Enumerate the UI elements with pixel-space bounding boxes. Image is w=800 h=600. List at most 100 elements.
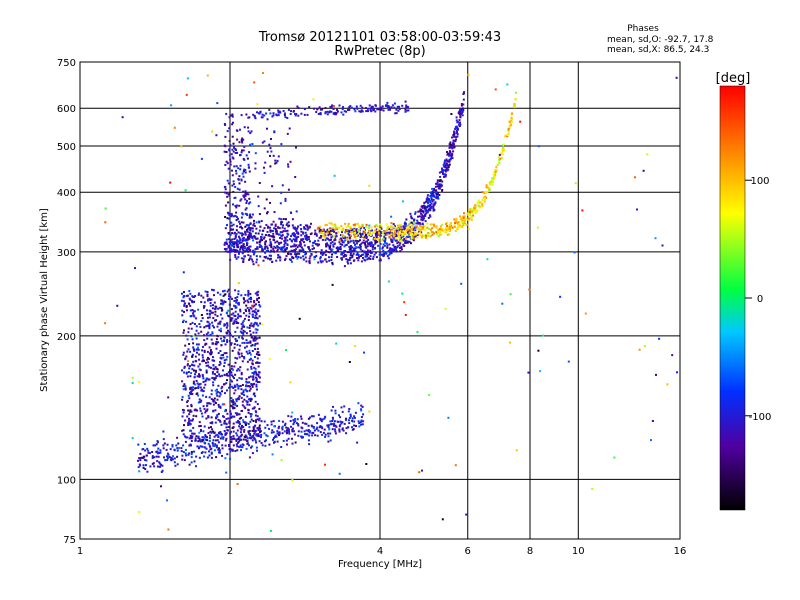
data-point — [229, 242, 232, 245]
data-point — [206, 358, 209, 361]
data-point — [336, 249, 339, 252]
data-point — [304, 256, 307, 259]
data-point — [390, 249, 393, 252]
data-point — [212, 403, 215, 406]
data-point — [257, 351, 260, 354]
data-point — [241, 336, 244, 339]
data-point — [305, 235, 308, 238]
data-point — [234, 402, 237, 405]
data-point — [191, 300, 194, 303]
data-point — [288, 224, 291, 227]
data-point — [216, 102, 219, 105]
data-point — [210, 338, 213, 341]
data-point — [342, 113, 345, 116]
data-point — [395, 239, 398, 242]
data-point — [232, 228, 235, 231]
data-point — [390, 106, 393, 109]
data-point — [302, 258, 305, 261]
data-point — [292, 226, 295, 229]
data-point — [474, 204, 477, 207]
data-point — [396, 105, 399, 108]
data-point — [360, 404, 363, 407]
data-point — [239, 445, 242, 448]
data-point — [368, 410, 371, 413]
data-point — [252, 263, 255, 266]
data-point — [160, 471, 163, 473]
data-point — [261, 113, 264, 116]
data-point — [391, 239, 394, 242]
data-point — [229, 225, 232, 228]
data-point — [318, 243, 320, 246]
data-point — [229, 241, 232, 243]
data-point — [235, 241, 238, 244]
data-point — [430, 202, 433, 205]
data-point — [204, 383, 207, 386]
data-point — [235, 339, 238, 342]
data-point — [349, 234, 352, 237]
data-point — [351, 231, 354, 234]
data-point — [240, 151, 243, 154]
data-point — [104, 322, 107, 325]
data-point — [304, 433, 306, 436]
data-point — [221, 340, 223, 343]
data-point — [272, 438, 274, 441]
data-point — [347, 224, 350, 227]
data-point — [221, 390, 223, 393]
data-point — [193, 450, 196, 453]
data-point — [490, 182, 493, 184]
data-point — [235, 211, 238, 214]
data-point — [397, 241, 400, 244]
data-point — [249, 387, 252, 390]
data-point — [198, 437, 201, 440]
data-point — [234, 214, 237, 217]
data-point — [295, 244, 298, 247]
data-point — [365, 233, 367, 236]
data-point — [234, 389, 237, 392]
data-point — [403, 244, 406, 247]
data-point — [227, 363, 230, 366]
data-point — [403, 301, 406, 304]
data-point — [483, 199, 486, 202]
data-point — [391, 228, 394, 231]
data-point — [429, 207, 432, 210]
data-point — [212, 381, 215, 384]
data-point — [182, 353, 185, 356]
data-point — [250, 322, 253, 325]
data-point — [299, 243, 302, 246]
data-point — [366, 245, 369, 248]
data-point — [227, 201, 230, 204]
data-point — [448, 163, 451, 166]
data-point — [325, 237, 328, 240]
data-point — [439, 230, 442, 233]
data-point — [215, 444, 218, 447]
data-point — [255, 248, 258, 250]
data-point — [237, 436, 240, 439]
data-point — [219, 350, 222, 352]
data-point — [326, 242, 328, 245]
data-point — [289, 381, 292, 384]
data-point — [276, 245, 279, 248]
data-point — [197, 343, 200, 346]
data-point — [287, 163, 289, 166]
data-point — [392, 233, 395, 235]
data-point — [142, 466, 145, 469]
data-point — [430, 198, 433, 201]
data-point — [248, 429, 251, 432]
data-point — [189, 350, 192, 353]
data-point — [235, 233, 238, 236]
data-point — [349, 262, 352, 265]
data-point — [389, 247, 392, 250]
data-point — [269, 238, 271, 241]
data-point — [253, 430, 255, 433]
data-point — [184, 440, 187, 443]
data-point — [194, 371, 197, 374]
data-point — [230, 224, 233, 227]
data-point — [242, 244, 245, 246]
data-point — [441, 223, 444, 226]
data-point — [216, 394, 219, 397]
data-point — [247, 193, 250, 196]
data-point — [427, 216, 430, 219]
data-point — [347, 232, 350, 235]
data-point — [155, 450, 158, 453]
data-point — [233, 243, 236, 246]
